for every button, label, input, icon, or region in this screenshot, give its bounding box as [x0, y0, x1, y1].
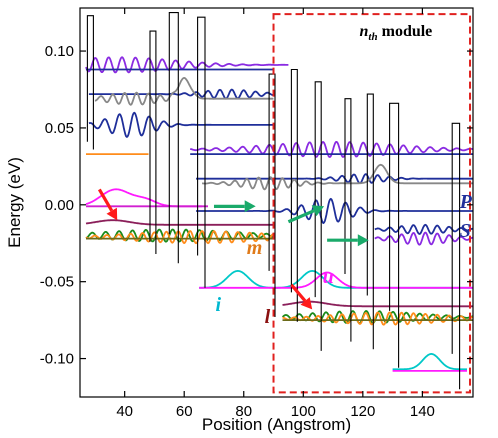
- y-axis-label: Energy (eV): [5, 157, 24, 248]
- barrier: [168, 12, 179, 264]
- label-l: l: [265, 306, 271, 328]
- barrier: [268, 73, 276, 317]
- barrier: [451, 122, 461, 390]
- barrier: [290, 68, 298, 322]
- label-p: P: [459, 191, 473, 213]
- barrier: [314, 81, 322, 351]
- arrows: [97, 188, 369, 310]
- wavefunction-series: [374, 231, 474, 246]
- module-label-th: th: [368, 31, 377, 43]
- y-tick-label: -0.05: [40, 274, 74, 291]
- arrow-head: [300, 297, 313, 310]
- module-label-text: module: [378, 23, 433, 40]
- wavefunction-series: [198, 271, 474, 289]
- y-tick-label: 0.00: [45, 197, 74, 214]
- x-tick-label: 40: [116, 403, 133, 420]
- barrier: [149, 30, 157, 254]
- label-m: m: [247, 237, 263, 259]
- wavefunction-series: [195, 197, 474, 225]
- wavefunction-curves: [85, 56, 474, 372]
- wavefunction-series: [88, 88, 274, 100]
- label-i: i: [215, 294, 221, 316]
- y-tick-label: -0.10: [40, 351, 74, 368]
- y-tick-label: 0.10: [45, 43, 74, 60]
- arrow-shaft: [97, 188, 114, 212]
- arrow-shaft: [290, 283, 307, 303]
- wavefunction-series: [85, 230, 274, 245]
- barrier: [366, 93, 374, 350]
- wavefunction-series: [195, 173, 474, 185]
- annotations: PSm u i l: [215, 191, 472, 328]
- axes: 40 60 80 100 120 140 0.10 0.05 0.00 -0.05 -0.10: [40, 8, 473, 420]
- wavefunction-series: [201, 163, 474, 191]
- wavefunction-series: [282, 300, 474, 308]
- arrow-head: [106, 207, 118, 221]
- y-tick-label: 0.05: [45, 120, 74, 137]
- x-tick-label: 120: [350, 403, 375, 420]
- wavefunction-series: [85, 219, 274, 226]
- arrow-head: [244, 200, 256, 213]
- barrier: [86, 15, 94, 150]
- x-tick-label: 100: [291, 403, 316, 420]
- x-axis-label: Position (Angstrom): [202, 415, 351, 434]
- wavefunction-series: [392, 352, 468, 371]
- wavefunction-series: [85, 56, 289, 74]
- label-s: S: [460, 220, 471, 242]
- x-tick-label: 60: [176, 403, 193, 420]
- module-label-n: n: [360, 23, 369, 40]
- module-label: nth module: [360, 23, 433, 43]
- plot-frame: [79, 7, 474, 398]
- label-u: u: [323, 266, 334, 288]
- arrow-shaft: [287, 209, 315, 224]
- x-tick-label: 140: [410, 403, 435, 420]
- x-tick-label: 80: [235, 403, 252, 420]
- arrow-head: [311, 205, 325, 217]
- barrier: [197, 16, 206, 288]
- wavefunction-series: [94, 77, 274, 106]
- wavefunction-series: [374, 223, 474, 235]
- wavefunction-series: [88, 111, 274, 138]
- wavefunction-series: [85, 228, 274, 243]
- arrow-head: [357, 234, 369, 247]
- barrier: [389, 102, 400, 368]
- potential-barriers: [86, 12, 461, 390]
- barrier: [344, 98, 352, 342]
- module-box: [272, 13, 472, 394]
